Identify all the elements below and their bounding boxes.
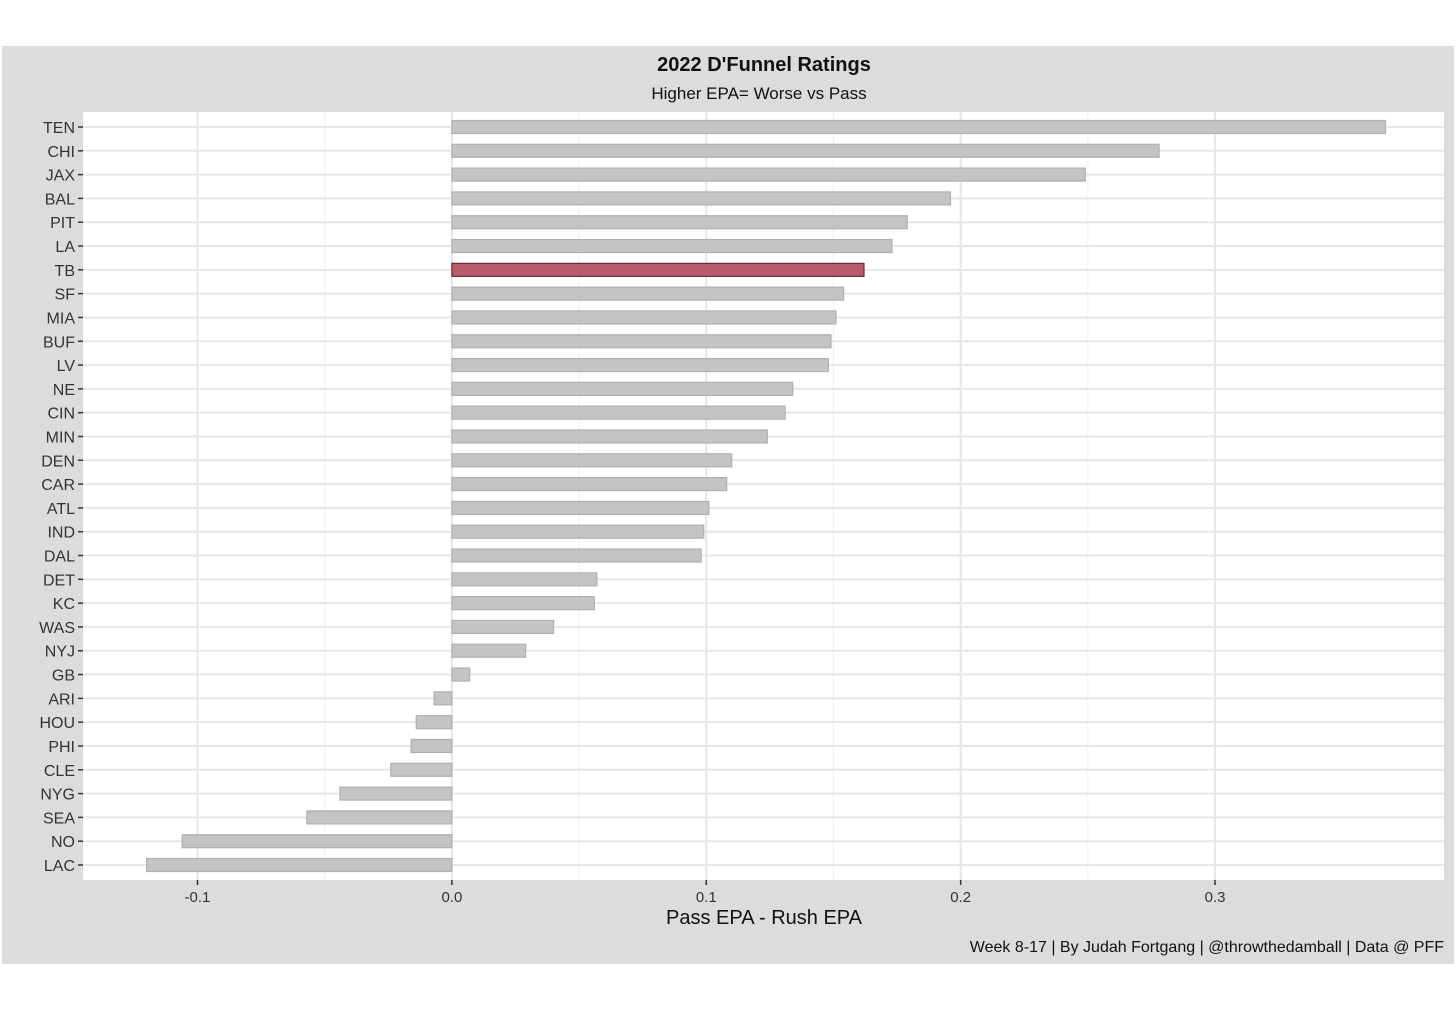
y-tick-label: ARI [48,691,75,708]
x-axis-label: Pass EPA - Rush EPA [666,907,863,929]
bar-nyg [339,786,453,801]
y-tick-label: CIN [47,406,75,423]
y-tick-label: BUF [43,334,75,351]
y-tick-label: TEN [43,120,75,137]
y-tick-label: PIT [50,215,75,232]
x-axis: -0.1 0.0 0.1 0.2 0.3 [185,880,1226,906]
bar-car [451,476,728,492]
x-tick-label: 0.1 [696,889,717,906]
chart-figure: 2022 D'Funnel Ratings Higher EPA= Worse … [2,46,1454,964]
bar-dal [451,548,702,563]
y-tick-label: DEN [41,453,75,470]
y-tick-label: NYG [40,787,75,804]
bar-cin [451,405,786,420]
y-tick-label: GB [52,668,75,685]
y-tick-label: IND [47,525,75,542]
y-tick-label: WAS [39,620,75,637]
bar-cle [390,762,453,777]
y-tick-label: MIN [46,429,75,446]
bar-sf [451,286,845,301]
y-axis: TEN CHI JAX BAL PIT LA TB SF MIA BUF LV NE CIN MIN DEN… [39,120,83,875]
bar-no [181,834,453,849]
bar-buf [451,334,832,349]
bar-jax [451,167,1086,182]
y-tick-label: LV [57,358,76,375]
bar-pit [451,215,908,230]
y-tick-label: BAL [45,191,75,208]
y-tick-label: DAL [44,549,75,566]
bar-phi [410,738,453,754]
y-tick-label: CLE [44,763,75,780]
bar-la [451,238,893,254]
chart-title: 2022 D'Funnel Ratings [657,54,871,76]
bar-sea [306,810,453,825]
bar-lac [145,857,453,873]
bar-hou [415,715,453,730]
y-tick-label: ATL [47,501,75,518]
bar-ind [451,524,705,539]
y-tick-label: NE [53,382,75,399]
x-tick-label: -0.1 [185,889,211,906]
bar-kc [451,596,595,611]
y-tick-label: DET [43,572,75,589]
y-tick-label: TB [55,263,75,280]
y-tick-label: JAX [46,168,76,185]
y-tick-label: HOU [39,715,75,732]
bar-was [451,619,555,635]
chart-svg: 2022 D'Funnel Ratings Higher EPA= Worse … [39,54,1444,956]
bar-ari [433,691,453,706]
x-tick-label: 0.0 [441,889,462,906]
bar-nyj [451,643,527,658]
x-tick-label: 0.3 [1205,889,1226,906]
y-tick-label: CHI [47,144,75,161]
bar-mia [451,310,837,325]
y-tick-label: LA [55,239,75,256]
y-tick-label: LAC [44,858,75,875]
y-tick-label: SF [55,287,76,304]
bar-bal [451,191,952,206]
bars [145,119,1387,873]
chart-subtitle: Higher EPA= Worse vs Pass [651,84,866,103]
y-tick-label: SEA [43,810,75,827]
y-tick-label: NO [51,834,75,851]
y-tick-label: CAR [41,477,75,494]
bar-det [451,572,598,587]
bar-atl [451,500,710,516]
y-tick-label: NYJ [45,644,75,661]
chart-caption: Week 8-17 | By Judah Fortgang | @throwth… [970,939,1444,956]
bar-ten [451,119,1387,135]
bar-den [451,453,733,468]
y-tick-label: MIA [47,310,76,327]
bar-min [451,429,768,444]
bar-lv [451,357,829,373]
y-tick-label: KC [53,596,75,613]
x-tick-label: 0.2 [950,889,971,906]
bar-gb [451,667,471,682]
bar-ne [451,381,794,396]
bar-tb [451,262,865,277]
bar-chi [451,143,1160,158]
y-tick-label: PHI [48,739,75,756]
